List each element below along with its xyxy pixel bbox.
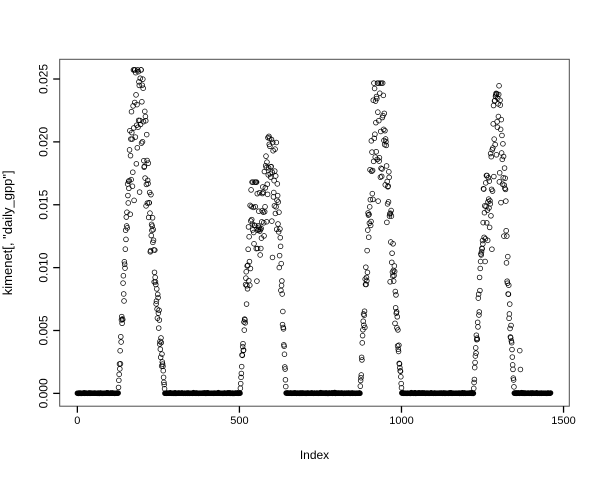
svg-text:0.010: 0.010 [37, 252, 51, 282]
svg-text:0: 0 [74, 415, 80, 427]
svg-text:1000: 1000 [389, 415, 413, 427]
svg-text:0.005: 0.005 [37, 315, 51, 345]
svg-text:1500: 1500 [551, 415, 575, 427]
svg-text:500: 500 [230, 415, 248, 427]
svg-text:0.020: 0.020 [37, 127, 51, 157]
svg-text:0.025: 0.025 [37, 64, 51, 94]
svg-text:kimenet[, "daily_gpp"]: kimenet[, "daily_gpp"] [0, 170, 15, 295]
svg-text:0.000: 0.000 [37, 378, 51, 408]
svg-text:0.015: 0.015 [37, 189, 51, 219]
svg-text:Index: Index [300, 448, 329, 462]
